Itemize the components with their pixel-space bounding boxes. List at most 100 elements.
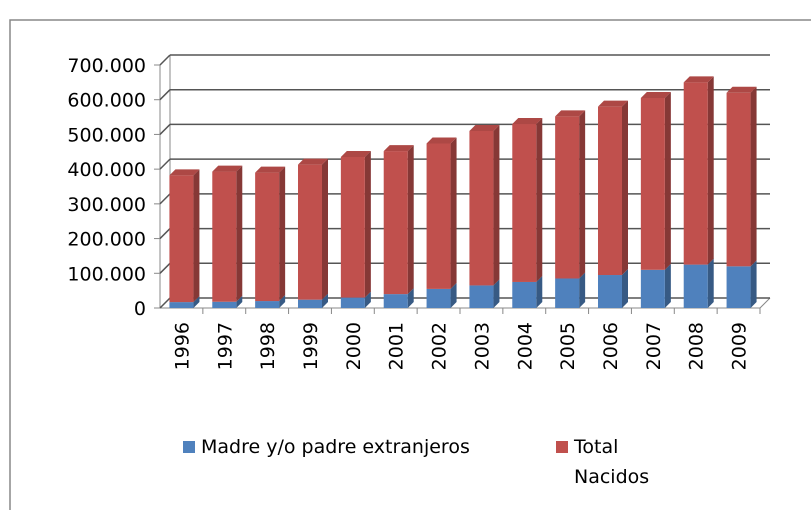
bar-side bbox=[750, 260, 757, 308]
bar-side bbox=[664, 91, 671, 270]
bar bbox=[212, 301, 237, 308]
bar bbox=[598, 275, 622, 308]
bar-side bbox=[750, 86, 757, 267]
bar bbox=[683, 82, 708, 265]
grid-line bbox=[159, 193, 171, 205]
axis-floor bbox=[759, 297, 771, 309]
legend-label: Total Nacidos bbox=[574, 436, 650, 488]
legend-swatch bbox=[183, 441, 195, 453]
bar bbox=[298, 299, 322, 308]
bar bbox=[555, 278, 580, 308]
x-tick-label: 2009 bbox=[729, 322, 751, 370]
bar bbox=[383, 294, 408, 308]
grid-line bbox=[159, 158, 171, 170]
bar-top bbox=[726, 86, 757, 93]
bar-side bbox=[407, 288, 414, 308]
bar-top bbox=[255, 166, 286, 173]
bar-side bbox=[493, 124, 500, 286]
bar bbox=[340, 297, 365, 308]
bar bbox=[469, 130, 494, 286]
x-tick-label: 2000 bbox=[343, 322, 365, 370]
bar-top bbox=[555, 110, 586, 117]
bar-top bbox=[298, 158, 328, 165]
bar-side bbox=[407, 145, 414, 295]
bar bbox=[512, 281, 537, 308]
x-tick-label: 2008 bbox=[686, 322, 708, 370]
bar bbox=[255, 301, 280, 308]
bar bbox=[255, 172, 280, 302]
x-tick-label: 2002 bbox=[429, 322, 451, 370]
x-tick-label: 1997 bbox=[214, 322, 236, 370]
bar bbox=[169, 302, 194, 308]
bar bbox=[598, 106, 622, 276]
bar bbox=[726, 92, 751, 267]
bar bbox=[469, 285, 494, 308]
bar bbox=[426, 143, 451, 289]
x-tick-label: 1998 bbox=[257, 322, 279, 370]
bar bbox=[640, 269, 665, 308]
y-tick-label: 400.000 bbox=[67, 159, 146, 181]
y-tick-label: 0 bbox=[134, 298, 146, 320]
x-tick-label: 2003 bbox=[471, 322, 493, 370]
grid-line bbox=[159, 262, 171, 274]
bar-side bbox=[579, 110, 586, 279]
bar bbox=[640, 97, 665, 270]
bar-top bbox=[469, 124, 500, 131]
x-tick-label: 2006 bbox=[600, 322, 622, 370]
bar-side bbox=[279, 166, 286, 302]
bar-top bbox=[683, 76, 714, 83]
bar-side bbox=[707, 76, 714, 265]
bar-side bbox=[450, 282, 457, 308]
bar bbox=[426, 288, 451, 308]
bar-side bbox=[364, 291, 371, 308]
bar-side bbox=[536, 275, 543, 308]
bar bbox=[169, 175, 194, 303]
legend-label: Madre y/o padre extranjeros bbox=[201, 436, 470, 458]
bar bbox=[512, 124, 537, 282]
bar-top bbox=[212, 165, 243, 172]
y-tick-label: 100.000 bbox=[67, 263, 146, 285]
grid-line bbox=[159, 123, 171, 135]
bar-side bbox=[193, 296, 200, 308]
bar-top bbox=[169, 169, 200, 176]
bar-top bbox=[426, 137, 457, 144]
bar-side bbox=[193, 169, 200, 303]
bar-top bbox=[340, 150, 371, 157]
bar bbox=[340, 156, 365, 298]
x-tick-label: 2004 bbox=[514, 322, 536, 370]
bar-side bbox=[279, 295, 286, 308]
bar-side bbox=[622, 100, 628, 276]
x-tick-label: 2001 bbox=[386, 322, 408, 370]
bar-side bbox=[622, 269, 628, 308]
bar-top bbox=[512, 118, 543, 125]
legend-swatch bbox=[556, 441, 568, 453]
bar bbox=[683, 264, 708, 308]
y-tick-label: 200.000 bbox=[67, 229, 146, 251]
bar-side bbox=[364, 150, 371, 298]
y-tick-label: 300.000 bbox=[67, 194, 146, 216]
bar-side bbox=[450, 137, 457, 289]
grid-line bbox=[159, 297, 171, 309]
bar-side bbox=[236, 165, 243, 302]
bar-top bbox=[598, 100, 628, 107]
bar-side bbox=[536, 118, 543, 282]
grid-line bbox=[159, 228, 171, 240]
x-tick-label: 1996 bbox=[171, 322, 193, 370]
bar bbox=[298, 164, 322, 300]
x-tick-label: 2007 bbox=[643, 322, 665, 370]
y-tick-label: 600.000 bbox=[67, 90, 146, 112]
x-tick-label: 1999 bbox=[300, 322, 322, 370]
bar-side bbox=[493, 279, 500, 308]
bar bbox=[212, 171, 237, 302]
bar-side bbox=[579, 272, 586, 308]
y-tick-label: 500.000 bbox=[67, 124, 146, 146]
bar-side bbox=[707, 258, 714, 308]
bar bbox=[383, 151, 408, 295]
y-tick-label: 700.000 bbox=[67, 55, 146, 77]
bar bbox=[555, 116, 580, 279]
x-tick-label: 2005 bbox=[557, 322, 579, 370]
bar-side bbox=[322, 293, 328, 308]
bar-top bbox=[383, 145, 414, 152]
